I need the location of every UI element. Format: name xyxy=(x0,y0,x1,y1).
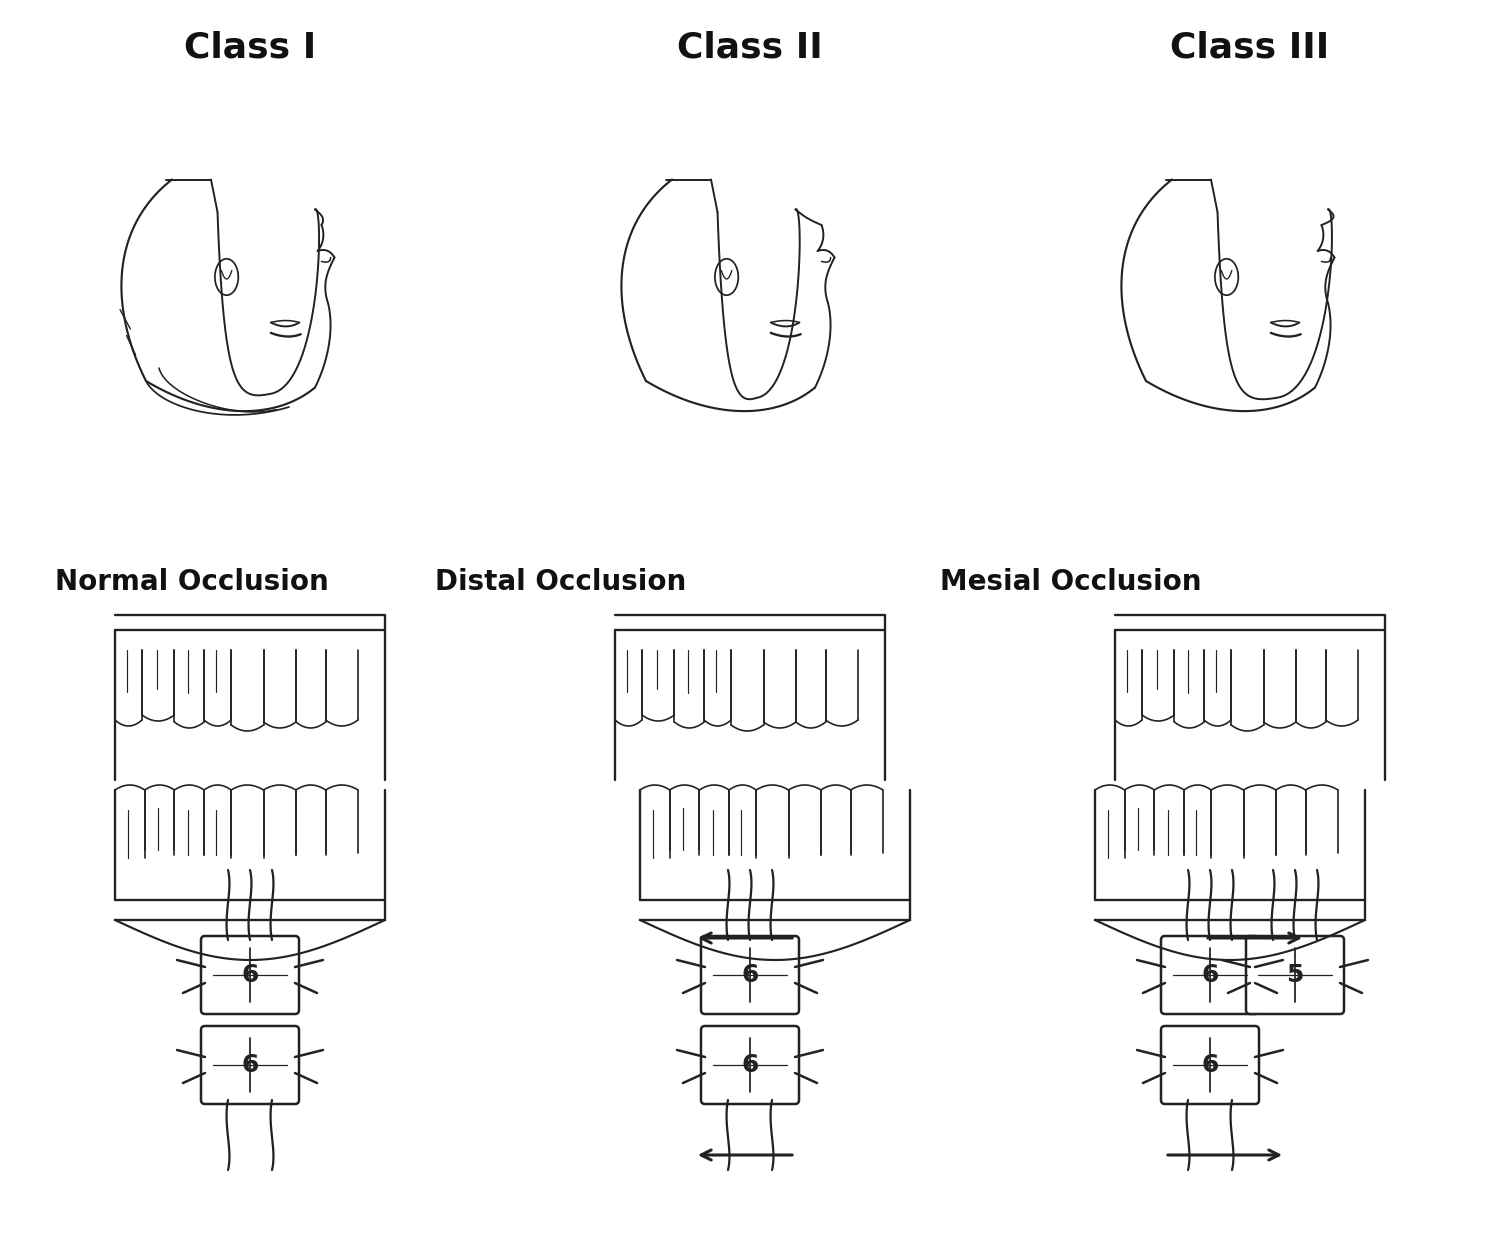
Text: 6: 6 xyxy=(242,1053,258,1077)
Text: 6: 6 xyxy=(741,1053,759,1077)
FancyBboxPatch shape xyxy=(1246,936,1344,1014)
Text: 5: 5 xyxy=(1287,963,1304,988)
Text: Distal Occlusion: Distal Occlusion xyxy=(435,569,686,596)
Text: Normal Occlusion: Normal Occlusion xyxy=(56,569,328,596)
Text: 6: 6 xyxy=(741,963,759,988)
Text: 6: 6 xyxy=(1202,1053,1218,1077)
Text: 6: 6 xyxy=(242,963,258,988)
Text: Mesial Occlusion: Mesial Occlusion xyxy=(940,569,1202,596)
Text: Class II: Class II xyxy=(676,31,824,66)
FancyBboxPatch shape xyxy=(201,936,298,1014)
FancyBboxPatch shape xyxy=(1161,936,1258,1014)
FancyBboxPatch shape xyxy=(201,1026,298,1104)
Text: Class III: Class III xyxy=(1170,31,1329,66)
Text: Class I: Class I xyxy=(184,31,316,66)
FancyBboxPatch shape xyxy=(700,936,800,1014)
Text: 6: 6 xyxy=(1202,963,1218,988)
FancyBboxPatch shape xyxy=(700,1026,800,1104)
FancyBboxPatch shape xyxy=(1161,1026,1258,1104)
